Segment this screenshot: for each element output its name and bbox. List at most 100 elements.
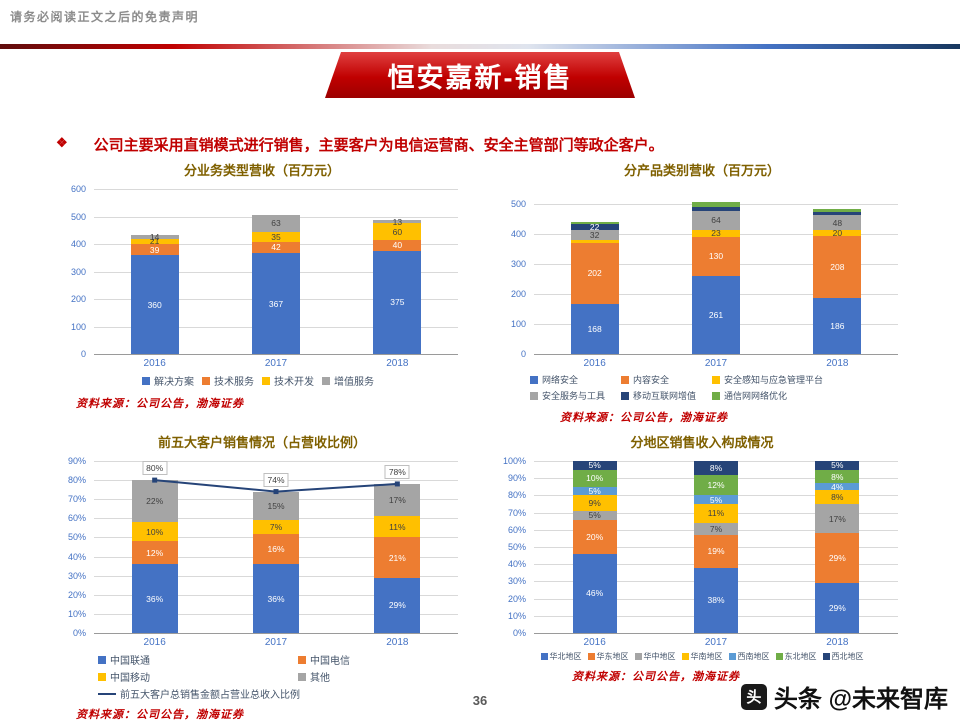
data-label: 20% xyxy=(586,531,604,542)
bar-segment: 11% xyxy=(694,504,738,523)
bar-segment: 5% xyxy=(694,495,738,505)
stacked-bar: 261 130 23 64 xyxy=(692,201,740,354)
data-label: 35 xyxy=(271,231,281,242)
y-axis-tick-label: 50% xyxy=(67,532,86,543)
line-data-label: 74% xyxy=(263,472,289,487)
legend-swatch xyxy=(98,655,106,664)
legend-item: 安全服务与工具 xyxy=(530,389,605,402)
legend-item: 中国电信 xyxy=(298,652,350,667)
legend-swatch xyxy=(634,653,642,660)
bar-segment: 36% xyxy=(131,564,178,633)
legend-swatch xyxy=(728,653,736,660)
data-label: 60 xyxy=(392,226,403,237)
legend-label: 西南地区 xyxy=(737,652,770,661)
x-axis-tick-label: 2016 xyxy=(583,358,606,369)
trend-line xyxy=(152,477,400,495)
bar-segment: 12% xyxy=(131,541,178,565)
stacked-bar: 360 39 21 14 xyxy=(130,231,179,354)
y-axis-tick-label: 80% xyxy=(67,475,86,486)
y-axis-tick-label: 70% xyxy=(507,507,526,518)
x-axis-tick-label: 2018 xyxy=(826,637,849,648)
legend-label: 前五大客户总销售金额占营业总收入比例 xyxy=(120,690,300,701)
legend-swatch xyxy=(298,655,306,664)
stacked-bar: 168 202 32 22 xyxy=(570,222,619,354)
chart-top5-customers: 前五大客户销售情况（占营收比例） 0% 10% 20% 30% 40% 50% 60% 70%… xyxy=(52,432,472,720)
legend-line-swatch xyxy=(98,692,116,695)
data-label: 17% xyxy=(828,513,846,524)
x-axis-tick-label: 2017 xyxy=(704,637,728,648)
legend-swatch xyxy=(202,376,210,385)
legend-label: 内容安全 xyxy=(633,375,670,385)
gridline xyxy=(94,354,458,355)
bar-segment: 39 xyxy=(130,244,179,255)
bar-segment: 10% xyxy=(131,522,178,542)
plot-area: 0% 10% 20% 30% 40% 50% 60% 70% 80% 90% 100% 46% 20% 5… xyxy=(503,456,898,648)
y-axis-tick-label: 90% xyxy=(67,456,86,466)
legend-label: 技术服务 xyxy=(214,377,254,388)
y-axis-tick-label: 70% xyxy=(67,494,86,505)
bar-segment: 12% xyxy=(694,474,738,496)
legend-item: 其他 xyxy=(298,669,350,684)
bar-segment: 63 xyxy=(252,214,300,232)
legend-swatch xyxy=(142,376,150,385)
bar-segment: 40 xyxy=(373,239,422,251)
stacked-bar: 38% 19% 7% 11% 5% 12% 8% xyxy=(694,461,738,633)
legend-item: 增值服务 xyxy=(322,373,374,388)
legend-swatch xyxy=(712,391,721,400)
legend-label: 华北地区 xyxy=(549,652,582,661)
legend-item: 中国联通 xyxy=(98,652,290,667)
line-data-label: 78% xyxy=(384,464,410,479)
data-label: 360 xyxy=(147,299,162,310)
data-label: 36% xyxy=(146,593,164,604)
key-point: ❖ 公司主要采用直销模式进行销售，主要客户为电信运营商、安全主管部门等政企客户。 xyxy=(56,134,664,155)
page-number: 36 xyxy=(472,693,488,708)
y-axis-tick-label: 60% xyxy=(507,524,526,535)
bar-segment: 5% xyxy=(572,509,617,520)
bar-segment: 19% xyxy=(694,534,738,568)
bar-segment: 11% xyxy=(374,516,421,538)
bar-segment: 60 xyxy=(373,223,422,240)
data-label: 261 xyxy=(708,309,724,320)
diamond-bullet-icon: ❖ xyxy=(56,135,68,150)
bar-segment: 360 xyxy=(130,255,179,354)
bar-segment xyxy=(813,211,862,216)
data-label: 5% xyxy=(588,509,601,520)
legend-swatch xyxy=(775,653,783,660)
bar-segment: 4% xyxy=(815,483,860,491)
data-label: 29% xyxy=(388,600,406,611)
data-label: 19% xyxy=(707,546,725,557)
legend-label: 移动互联网增值 xyxy=(633,391,697,401)
legend-label: 通信网网络优化 xyxy=(724,391,788,401)
y-axis-tick-label: 300 xyxy=(70,266,86,277)
data-label: 7% xyxy=(709,523,723,534)
bar-segment: 21% xyxy=(374,537,421,578)
bar-segment: 17% xyxy=(374,483,421,517)
legend-item-line: 前五大客户总销售金额占营业总收入比例 xyxy=(98,686,350,701)
y-axis-tick-label: 0% xyxy=(512,628,526,638)
data-label: 186 xyxy=(830,320,845,331)
bar-segment: 17% xyxy=(815,504,860,534)
data-label: 39 xyxy=(149,244,160,255)
y-axis-tick-label: 10% xyxy=(507,610,526,621)
stacked-bar: 29% 29% 17% 8% 4% 8% 5% xyxy=(815,461,860,633)
bar-segment xyxy=(692,207,740,211)
legend-label: 中国联通 xyxy=(110,656,150,667)
x-axis-tick-label: 2017 xyxy=(264,637,288,648)
legend-item: 西南地区 xyxy=(728,651,770,662)
bar-segment: 5% xyxy=(572,486,617,496)
x-axis-tick-label: 2016 xyxy=(143,637,166,648)
bar-segment: 22% xyxy=(131,480,178,523)
y-axis-tick-label: 200 xyxy=(510,289,526,299)
y-axis-tick-label: 300 xyxy=(510,259,526,269)
legend-swatch xyxy=(298,672,306,681)
source-note: 资料来源：公司公告，渤海证券 xyxy=(560,412,728,424)
legend-swatch xyxy=(530,391,538,400)
header-gradient-divider xyxy=(0,44,960,49)
legend-label: 华南地区 xyxy=(690,652,723,661)
data-label: 14 xyxy=(149,231,160,242)
legend-label: 安全服务与工具 xyxy=(542,391,606,401)
legend-swatch xyxy=(540,653,548,660)
legend: 华北地区 华东地区 华中地区 华南地区 西南地区 东北地区 西北地区 xyxy=(492,651,912,662)
key-point-text: 公司主要采用直销模式进行销售，主要客户为电信运营商、安全主管部门等政企客户。 xyxy=(93,137,664,154)
